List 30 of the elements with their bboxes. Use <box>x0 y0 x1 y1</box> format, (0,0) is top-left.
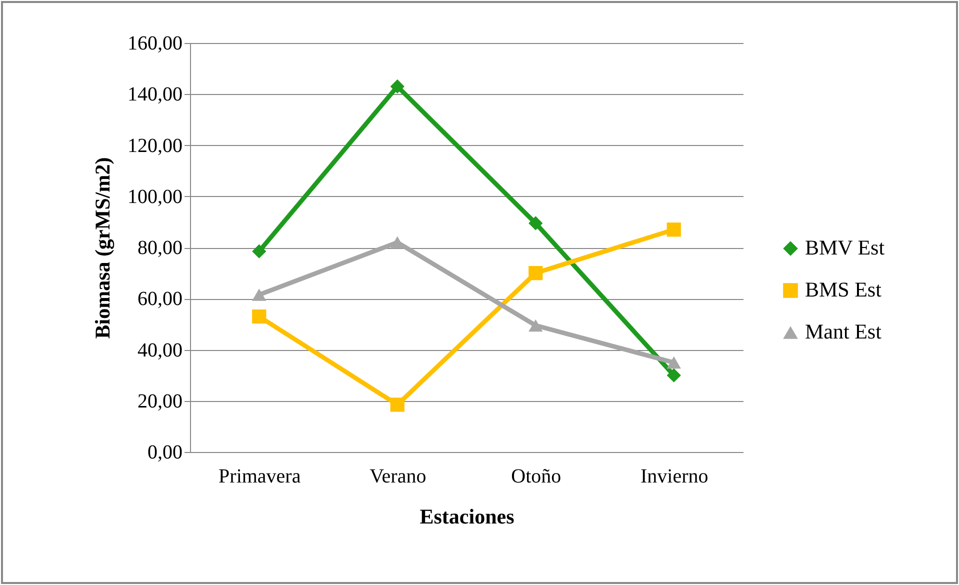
point <box>528 216 543 230</box>
point <box>666 222 681 237</box>
point <box>390 79 404 94</box>
point <box>252 244 266 258</box>
y-tick-label: 120,00 <box>128 134 182 157</box>
y-tick-label: 0,00 <box>148 442 182 464</box>
point <box>252 288 266 301</box>
x-tick-label: Verano <box>370 466 426 488</box>
y-tick-label: 80,00 <box>138 237 182 259</box>
point <box>252 309 266 324</box>
y-tick-label: 40,00 <box>138 339 182 362</box>
point <box>528 319 543 332</box>
y-tick-label: 140,00 <box>128 84 182 106</box>
legend-label: BMV Est <box>805 236 885 260</box>
point <box>666 368 681 382</box>
point <box>666 356 681 369</box>
x-tick-label: Primavera <box>218 466 301 488</box>
point <box>390 236 404 249</box>
x-tick-label: Otoño <box>511 466 562 488</box>
legend-label: Mant Est <box>805 320 882 344</box>
y-tick-label: 160,00 <box>128 32 182 54</box>
y-axis-title: Biomasa (grMS/m2) <box>90 157 114 339</box>
y-tick-label: 60,00 <box>138 288 182 310</box>
point <box>528 266 543 280</box>
x-axis-title: Estaciones <box>420 504 514 528</box>
x-tick-label: Invierno <box>640 466 708 488</box>
legend-label: BMS Est <box>805 278 882 302</box>
y-tick-label: 100,00 <box>128 186 182 208</box>
point <box>390 398 404 412</box>
y-tick-label: 20,00 <box>138 390 182 412</box>
